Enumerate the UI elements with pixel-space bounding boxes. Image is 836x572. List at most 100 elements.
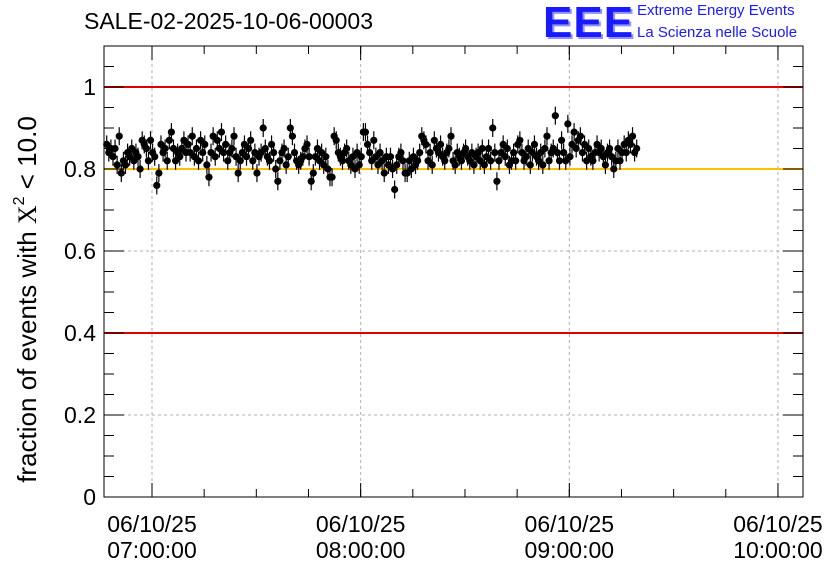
data-point bbox=[436, 140, 445, 148]
x-tick-date: 06/10/25 bbox=[107, 511, 197, 537]
data-point bbox=[566, 153, 574, 161]
data-point bbox=[489, 124, 497, 132]
axes: 00.20.40.60.8106/10/2507:00:0006/10/2508… bbox=[64, 45, 823, 563]
data-point bbox=[564, 120, 572, 128]
data-points bbox=[103, 106, 641, 199]
data-point bbox=[259, 124, 267, 132]
data-point bbox=[146, 136, 155, 144]
data-point bbox=[526, 161, 534, 169]
data-point bbox=[399, 157, 407, 165]
data-point bbox=[303, 140, 311, 148]
data-point bbox=[503, 144, 511, 153]
y-tick-label: 0.2 bbox=[64, 402, 96, 428]
data-point bbox=[234, 169, 242, 177]
data-point bbox=[136, 165, 144, 173]
plot-frame bbox=[103, 45, 804, 498]
data-point bbox=[151, 153, 159, 161]
data-point bbox=[228, 144, 236, 153]
data-point bbox=[270, 149, 278, 157]
data-point bbox=[144, 157, 153, 165]
x-tick-time: 08:00:00 bbox=[316, 537, 406, 563]
y-tick-label: 0.8 bbox=[64, 156, 96, 182]
data-point bbox=[322, 153, 330, 161]
data-point bbox=[555, 157, 564, 165]
data-point bbox=[361, 128, 370, 136]
data-point bbox=[539, 161, 547, 169]
data-point bbox=[280, 144, 288, 153]
chart-title: SALE-02-2025-10-06-00003 bbox=[84, 8, 373, 34]
data-point bbox=[512, 157, 520, 165]
data-point bbox=[288, 132, 297, 140]
data-point bbox=[416, 149, 424, 157]
data-point bbox=[211, 153, 219, 161]
data-point bbox=[111, 144, 119, 153]
data-point bbox=[188, 132, 196, 140]
data-point bbox=[247, 136, 255, 144]
y-tick-label: 0.4 bbox=[64, 320, 96, 346]
data-point bbox=[332, 136, 340, 144]
data-point bbox=[622, 149, 630, 157]
data-point bbox=[201, 140, 209, 148]
data-point bbox=[305, 153, 313, 161]
data-point bbox=[391, 185, 399, 194]
data-point bbox=[380, 169, 388, 177]
data-point bbox=[117, 169, 125, 177]
data-point bbox=[445, 144, 453, 153]
data-point bbox=[265, 157, 274, 165]
data-point bbox=[576, 132, 584, 140]
x-tick-date: 06/10/25 bbox=[733, 511, 823, 537]
data-point bbox=[633, 144, 641, 153]
data-point bbox=[422, 140, 430, 148]
data-point bbox=[217, 128, 226, 136]
data-point bbox=[194, 157, 203, 165]
data-point bbox=[161, 144, 169, 153]
data-point bbox=[484, 144, 493, 153]
data-point bbox=[284, 153, 292, 161]
grid-lines bbox=[104, 46, 803, 498]
data-point bbox=[370, 136, 378, 144]
data-point bbox=[113, 161, 121, 169]
data-point bbox=[447, 132, 455, 140]
data-point bbox=[541, 144, 549, 153]
data-point bbox=[155, 169, 163, 177]
data-point bbox=[134, 153, 142, 161]
data-point bbox=[121, 161, 130, 169]
data-point bbox=[557, 136, 566, 144]
data-point bbox=[192, 144, 201, 153]
y-label-suffix: < 10.0 bbox=[12, 116, 42, 196]
data-point bbox=[253, 169, 261, 177]
data-point bbox=[167, 128, 175, 136]
y-label-chi: X bbox=[13, 205, 42, 224]
data-point bbox=[487, 157, 495, 165]
data-point bbox=[386, 153, 395, 161]
y-label-prefix: fraction of events with bbox=[12, 224, 42, 483]
y-tick-label: 0.6 bbox=[64, 238, 96, 264]
y-tick-label: 0 bbox=[83, 484, 96, 510]
x-tick-time: 09:00:00 bbox=[525, 537, 615, 563]
data-point bbox=[451, 161, 459, 169]
data-point bbox=[343, 144, 351, 153]
eee-logo: EEE bbox=[543, 0, 635, 47]
data-point bbox=[222, 140, 230, 148]
data-point bbox=[516, 136, 524, 144]
data-point bbox=[328, 173, 336, 181]
data-point bbox=[203, 161, 211, 169]
x-tick-time: 10:00:00 bbox=[733, 537, 823, 563]
data-point bbox=[357, 153, 365, 161]
data-point bbox=[142, 144, 150, 153]
data-point bbox=[309, 169, 317, 177]
data-point bbox=[153, 181, 161, 189]
logo-line-2: La Scienza nelle Scuole bbox=[637, 24, 798, 41]
data-point bbox=[601, 161, 610, 169]
data-point bbox=[478, 144, 486, 153]
logo-line-1: Extreme Energy Events bbox=[637, 2, 795, 19]
data-point bbox=[163, 157, 171, 165]
data-point bbox=[628, 132, 637, 140]
x-tick-time: 07:00:00 bbox=[107, 537, 197, 563]
data-point bbox=[272, 165, 280, 173]
data-point bbox=[426, 149, 434, 157]
data-point bbox=[230, 132, 238, 140]
reference-lines bbox=[104, 86, 803, 334]
data-point bbox=[428, 161, 436, 169]
